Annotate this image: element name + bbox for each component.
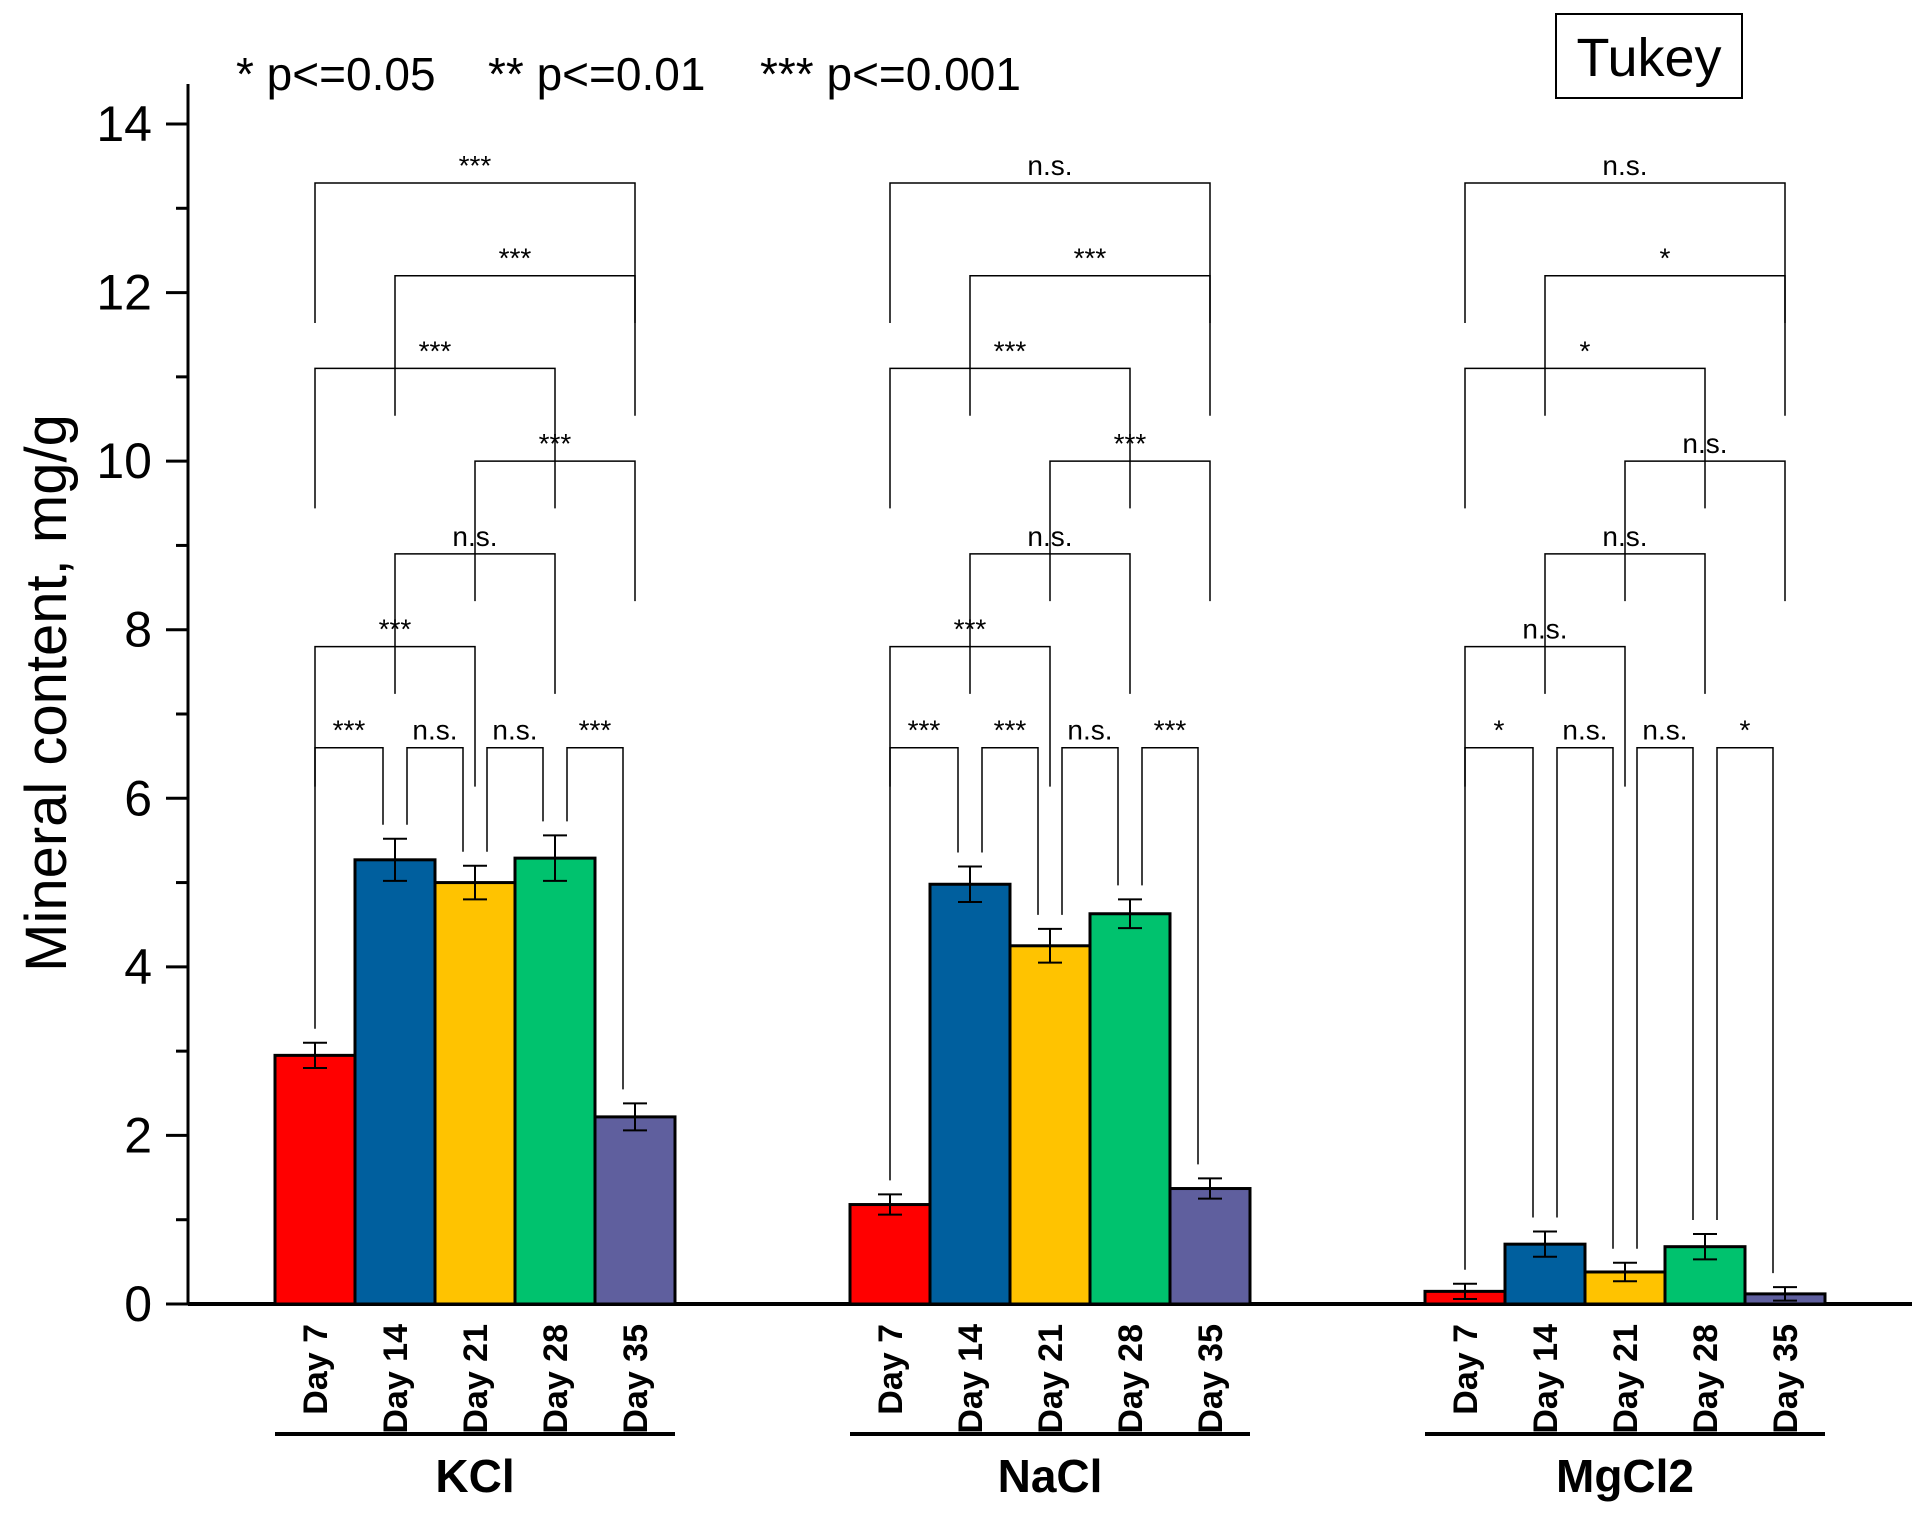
- x-tick-label: Day 35: [1767, 1324, 1805, 1434]
- bar-kcl-day-14: [353, 858, 437, 1306]
- significance-bracket: [969, 274, 1211, 416]
- x-tick-label: Day 21: [1032, 1324, 1070, 1434]
- significance-bracket: [1556, 746, 1614, 1249]
- bar-nacl-day-28: [1088, 912, 1172, 1306]
- significance-bracket: [1464, 182, 1786, 323]
- x-tick-label: Day 7: [872, 1324, 910, 1415]
- significance-label: ***: [333, 715, 366, 746]
- significance-label: n.s.: [1067, 715, 1112, 746]
- bar-kcl-day-7: [273, 1053, 357, 1306]
- bar-nacl-day-14: [928, 882, 1012, 1306]
- x-tick-label: Day 28: [1687, 1324, 1725, 1434]
- significance-label: n.s.: [1642, 715, 1687, 746]
- significance-bracket: [314, 367, 556, 509]
- significance-label: *: [1740, 715, 1751, 746]
- significance-label: ***: [994, 335, 1027, 366]
- significance-label: *: [1494, 715, 1505, 746]
- bar-kcl-day-21: [433, 881, 517, 1306]
- bar-nacl-day-21: [1008, 944, 1092, 1306]
- significance-bracket: [1636, 746, 1694, 1249]
- y-axis-title: Mineral content, mg/g: [14, 414, 79, 972]
- x-tick-label: Day 14: [1527, 1324, 1565, 1434]
- x-tick-label: Day 21: [1607, 1324, 1645, 1434]
- x-tick-label: Day 21: [457, 1324, 495, 1434]
- significance-bracket: [314, 182, 636, 323]
- y-tick-label: 10: [96, 433, 152, 489]
- x-tick-label: Day 7: [1447, 1324, 1485, 1415]
- x-tick-label: Day 14: [952, 1324, 990, 1434]
- significance-bracket: [889, 367, 1131, 509]
- bar-kcl-day-28: [513, 856, 597, 1306]
- y-tick-label: 8: [124, 602, 152, 658]
- significance-bracket: [889, 182, 1211, 323]
- significance-bracket: [981, 746, 1039, 915]
- significance-bracket: [889, 746, 959, 1181]
- category-labels: Day 7 Day 14 Day 21 Day 28 Day 35 KCl Day 7 Day…: [275, 1324, 1825, 1502]
- significance-bracket: [394, 274, 636, 416]
- y-tick-label: 2: [124, 1107, 152, 1163]
- group-label-nacl: NaCl: [998, 1450, 1103, 1502]
- legend: * p<=0.05 ** p<=0.01 *** p<=0.001 Tukey: [236, 13, 1743, 100]
- y-tick-label: 0: [124, 1276, 152, 1332]
- significance-label: ***: [459, 150, 492, 181]
- bar-kcl-day-35: [593, 1115, 677, 1306]
- significance-brackets: *** n.s. n.s. ******n.s.*************** *** n…: [314, 150, 1786, 1274]
- significance-bracket: [1464, 367, 1706, 509]
- significance-bracket: [1141, 746, 1199, 1165]
- significance-legend-item: *** p<=0.001: [760, 48, 1021, 100]
- significance-legend-item: ** p<=0.01: [488, 48, 705, 100]
- significance-label: n.s.: [1027, 150, 1072, 181]
- x-tick-label: Day 14: [377, 1324, 415, 1434]
- x-tick-label: Day 7: [297, 1324, 335, 1415]
- significance-bracket: [406, 746, 464, 852]
- y-tick-label: 4: [124, 939, 152, 995]
- significance-label: ***: [419, 335, 452, 366]
- significance-bracket: [1544, 274, 1786, 416]
- significance-label: ***: [908, 715, 941, 746]
- significance-label: ***: [1074, 243, 1107, 274]
- significance-bracket: [566, 746, 624, 1090]
- significance-label: n.s.: [492, 715, 537, 746]
- significance-legend-item: * p<=0.05: [236, 48, 436, 100]
- method-box: [1555, 13, 1743, 99]
- significance-label: n.s.: [1562, 715, 1607, 746]
- method-label: Tukey: [1576, 28, 1721, 88]
- bar-nacl-day-7: [848, 1203, 932, 1306]
- bar-nacl-day-35: [1168, 1187, 1252, 1306]
- significance-bracket: [486, 746, 544, 852]
- significance-bracket: [1061, 746, 1119, 915]
- significance-label: n.s.: [412, 715, 457, 746]
- significance-label: ***: [1154, 715, 1187, 746]
- significance-label: ***: [994, 715, 1027, 746]
- significance-bracket: [1716, 746, 1774, 1274]
- x-tick-label: Day 28: [1112, 1324, 1150, 1434]
- group-label-mgcl2: MgCl2: [1556, 1450, 1694, 1502]
- y-tick-label: 14: [96, 96, 152, 152]
- significance-label: *: [1660, 243, 1671, 274]
- significance-bracket: [314, 746, 384, 1029]
- significance-label: *: [1580, 335, 1591, 366]
- x-tick-label: Day 28: [537, 1324, 575, 1434]
- bars: [273, 834, 1827, 1306]
- group-label-kcl: KCl: [435, 1450, 514, 1502]
- significance-bracket: [1464, 746, 1534, 1270]
- significance-label: ***: [499, 243, 532, 274]
- x-tick-label: Day 35: [617, 1324, 655, 1434]
- significance-label: n.s.: [1602, 150, 1647, 181]
- y-tick-label: 12: [96, 265, 152, 321]
- y-tick-label: 6: [124, 770, 152, 826]
- x-tick-label: Day 35: [1192, 1324, 1230, 1434]
- significance-label: ***: [579, 715, 612, 746]
